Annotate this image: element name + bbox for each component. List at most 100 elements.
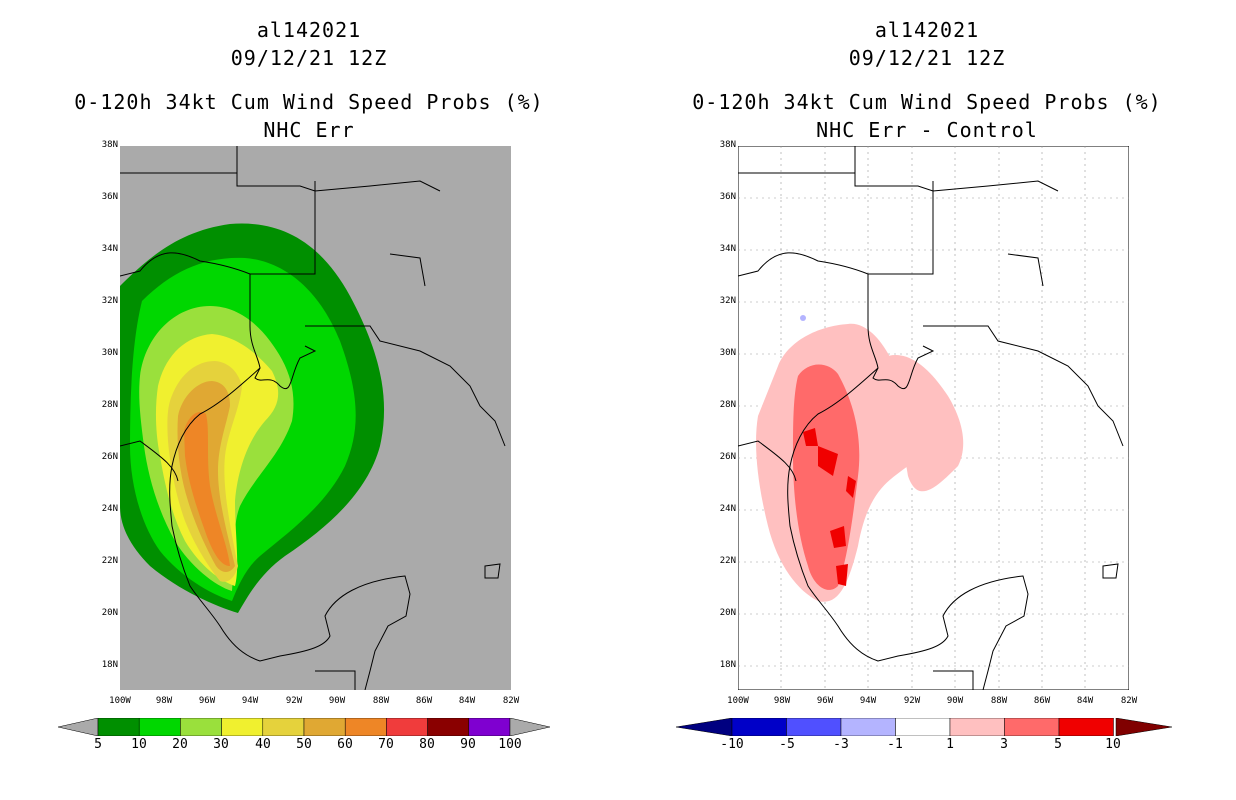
left-lon-96: 96W	[198, 696, 216, 706]
right-difference-map	[738, 146, 1129, 690]
left-title-variant: NHC Err	[263, 118, 355, 142]
right-lat-34: 34N	[719, 244, 736, 254]
right-lat-18: 18N	[719, 660, 736, 670]
right-lat-38: 38N	[719, 140, 736, 150]
colorbar-box-3	[895, 718, 951, 736]
left-cb-label-100: 100	[498, 737, 522, 752]
left-title-date: 09/12/21 12Z	[230, 46, 388, 70]
left-cb-label-30: 30	[213, 737, 229, 752]
colorbar-box-6	[344, 718, 387, 736]
colorbar-high-arrow	[509, 718, 551, 736]
colorbar-box-2	[180, 718, 222, 736]
right-lat-20: 20N	[719, 608, 736, 618]
right-cb-label-5: 5	[1054, 737, 1062, 752]
colorbar-box-5	[1004, 718, 1060, 736]
left-lat-18: 18N	[101, 660, 118, 670]
colorbar-box-7	[386, 718, 428, 736]
colorbar-box-8	[427, 718, 470, 736]
colorbar-low-arrow	[58, 718, 99, 736]
left-cb-label-60: 60	[337, 737, 353, 752]
colorbar-box-5	[303, 718, 346, 736]
diff-5-10-c	[830, 526, 846, 548]
colorbar-box-4	[949, 718, 1005, 736]
colorbar-box-0	[97, 718, 140, 736]
colorbar-low-arrow	[676, 718, 733, 736]
contour-60pct	[184, 411, 230, 566]
right-cb-label-m5: -5	[779, 737, 795, 752]
right-cb-label-10: 10	[1105, 737, 1121, 752]
left-lat-30: 30N	[101, 348, 118, 358]
right-lat-30: 30N	[719, 348, 736, 358]
left-lon-84: 84W	[458, 696, 476, 706]
left-cb-label-20: 20	[172, 737, 188, 752]
colorbar-box-1	[138, 718, 181, 736]
right-lon-84: 84W	[1076, 696, 1094, 706]
left-lon-94: 94W	[241, 696, 259, 706]
left-lon-90: 90W	[328, 696, 346, 706]
diff-5-10-d	[836, 564, 848, 586]
colorbar-box-6	[1058, 718, 1114, 736]
left-lon-100: 100W	[109, 696, 131, 706]
left-cb-label-70: 70	[378, 737, 394, 752]
left-lon-98: 98W	[155, 696, 173, 706]
gridlines	[738, 146, 1129, 690]
left-lat-26: 26N	[101, 452, 118, 462]
left-cb-label-5: 5	[94, 737, 102, 752]
coastlines	[738, 146, 1124, 690]
right-lon-96: 96W	[816, 696, 834, 706]
diff-5-10-a	[818, 446, 838, 476]
left-title-code: al142021	[256, 18, 362, 42]
right-cb-label-3: 3	[1000, 737, 1008, 752]
colorbar-box-9	[468, 718, 511, 736]
left-cb-label-50: 50	[296, 737, 312, 752]
left-lat-38: 38N	[101, 140, 118, 150]
colorbar-box-1	[786, 718, 842, 736]
left-lat-34: 34N	[101, 244, 118, 254]
right-lat-36: 36N	[719, 192, 736, 202]
right-lon-82: 82W	[1120, 696, 1138, 706]
left-lon-82: 82W	[502, 696, 520, 706]
right-lat-22: 22N	[719, 556, 736, 566]
right-lon-94: 94W	[859, 696, 877, 706]
right-lon-86: 86W	[1033, 696, 1051, 706]
right-lon-90: 90W	[946, 696, 964, 706]
right-lat-26: 26N	[719, 452, 736, 462]
coastlines	[120, 146, 506, 690]
left-panel: al142021 09/12/21 12Z 0-120h 34kt Cum Wi…	[58, 18, 551, 752]
right-lon-98: 98W	[773, 696, 791, 706]
left-probability-map	[120, 146, 511, 690]
right-title-variant: NHC Err - Control	[816, 118, 1038, 142]
right-cb-label-m1: -1	[887, 737, 903, 752]
right-cb-label-m3: -3	[833, 737, 849, 752]
right-panel: al142021 09/12/21 12Z 0-120h 34kt Cum Wi…	[618, 0, 1236, 800]
left-colorbar	[58, 718, 551, 736]
left-lon-92: 92W	[285, 696, 303, 706]
left-cb-label-40: 40	[255, 737, 271, 752]
colorbar-box-2	[840, 718, 896, 736]
left-lat-24: 24N	[101, 504, 118, 514]
left-title-product: 0-120h 34kt Cum Wind Speed Probs (%)	[74, 90, 544, 114]
colorbar-box-0	[731, 718, 787, 736]
right-lon-92: 92W	[903, 696, 921, 706]
right-cb-label-1: 1	[946, 737, 954, 752]
colorbar-box-3	[221, 718, 264, 736]
right-colorbar	[676, 718, 1172, 736]
right-title-product: 0-120h 34kt Cum Wind Speed Probs (%)	[692, 90, 1162, 114]
left-cb-label-10: 10	[131, 737, 147, 752]
colorbar-high-arrow	[1115, 718, 1172, 736]
left-lat-28: 28N	[101, 400, 118, 410]
right-lon-100: 100W	[727, 696, 749, 706]
right-title-code: al142021	[874, 18, 980, 42]
left-lon-86: 86W	[415, 696, 433, 706]
left-lon-88: 88W	[372, 696, 390, 706]
diff-5-10-e	[803, 428, 818, 446]
colorbar-box-4	[262, 718, 305, 736]
left-lat-36: 36N	[101, 192, 118, 202]
diff-neg-1-3	[800, 315, 806, 321]
right-lat-32: 32N	[719, 296, 736, 306]
left-lat-22: 22N	[101, 556, 118, 566]
diff-1-3-east	[888, 355, 964, 492]
right-cb-label-m10: -10	[720, 737, 744, 752]
diff-5-10-b	[846, 476, 856, 498]
right-lat-28: 28N	[719, 400, 736, 410]
